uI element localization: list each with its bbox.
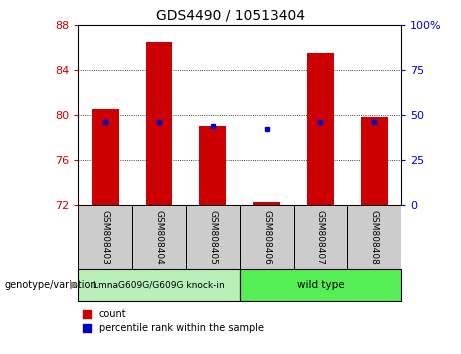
Text: wild type: wild type: [296, 280, 344, 290]
Bar: [146, 42, 172, 205]
Text: GSM808408: GSM808408: [370, 210, 378, 265]
Text: GSM808407: GSM808407: [316, 210, 325, 265]
Text: GSM808405: GSM808405: [208, 210, 217, 265]
Text: GSM808403: GSM808403: [101, 210, 110, 265]
Bar: [199, 126, 226, 205]
FancyBboxPatch shape: [240, 269, 401, 301]
Bar: [307, 53, 334, 205]
Text: ▶: ▶: [70, 280, 78, 290]
FancyBboxPatch shape: [78, 205, 132, 269]
Text: GSM808406: GSM808406: [262, 210, 271, 265]
Legend: count, percentile rank within the sample: count, percentile rank within the sample: [83, 309, 264, 333]
FancyBboxPatch shape: [347, 205, 401, 269]
FancyBboxPatch shape: [132, 205, 186, 269]
Bar: [361, 117, 388, 205]
FancyBboxPatch shape: [240, 205, 294, 269]
Bar: [92, 109, 118, 205]
FancyBboxPatch shape: [186, 205, 240, 269]
Bar: [253, 202, 280, 205]
Text: GDS4490 / 10513404: GDS4490 / 10513404: [156, 9, 305, 23]
FancyBboxPatch shape: [78, 269, 240, 301]
Text: GSM808404: GSM808404: [154, 210, 164, 264]
Text: LmnaG609G/G609G knock-in: LmnaG609G/G609G knock-in: [93, 280, 225, 290]
Text: genotype/variation: genotype/variation: [5, 280, 97, 290]
FancyBboxPatch shape: [294, 205, 347, 269]
